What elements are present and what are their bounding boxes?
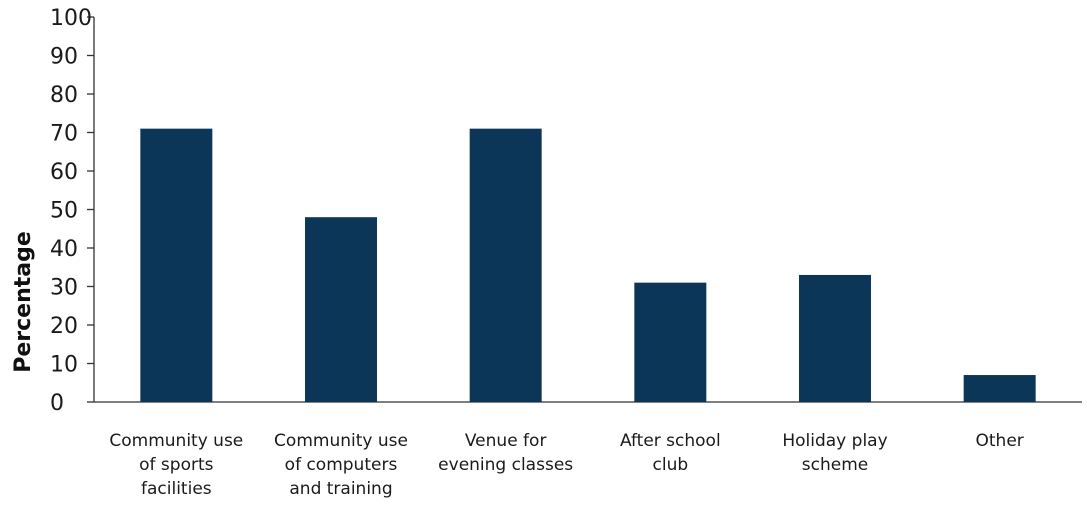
y-tick-label: 60 (50, 160, 78, 185)
y-tick-label: 20 (50, 314, 78, 339)
x-category-label: Community use (274, 431, 408, 451)
x-category-label: and training (289, 479, 392, 499)
x-category-label: evening classes (438, 455, 573, 475)
x-category-label: scheme (802, 455, 868, 475)
x-category-label: of computers (285, 455, 398, 475)
x-category-label: After school (620, 431, 721, 451)
y-tick-label: 40 (50, 237, 78, 262)
axes (93, 17, 1082, 403)
y-tick-label: 0 (50, 391, 64, 416)
x-category-label: of sports (139, 455, 213, 475)
bars (140, 128, 1036, 402)
x-category-label: Venue for (465, 431, 547, 451)
y-tick-label: 90 (50, 45, 78, 70)
bar (140, 128, 213, 402)
bar (469, 128, 542, 402)
bar (799, 274, 871, 402)
x-category-label: Holiday play (782, 431, 887, 451)
y-axis-title: Percentage (11, 231, 36, 373)
y-tick-label: 50 (50, 199, 78, 224)
y-tick-label: 10 (50, 353, 78, 378)
x-category-labels: Community use of sports facilities Communit… (109, 431, 1023, 499)
y-tick-label: 100 (50, 6, 92, 31)
x-category-label: club (653, 455, 689, 475)
x-category-label: facilities (141, 479, 212, 499)
y-tick-label: 80 (50, 83, 78, 108)
y-tick-label: 70 (50, 122, 78, 147)
bar (634, 282, 707, 402)
y-tick-label: 30 (50, 276, 78, 301)
y-ticks: 0 10 20 30 40 50 60 70 80 90 100 (50, 6, 94, 416)
bar (963, 375, 1036, 402)
x-category-label: Community use (109, 431, 243, 451)
bar (305, 217, 377, 402)
x-category-label: Other (976, 431, 1024, 451)
